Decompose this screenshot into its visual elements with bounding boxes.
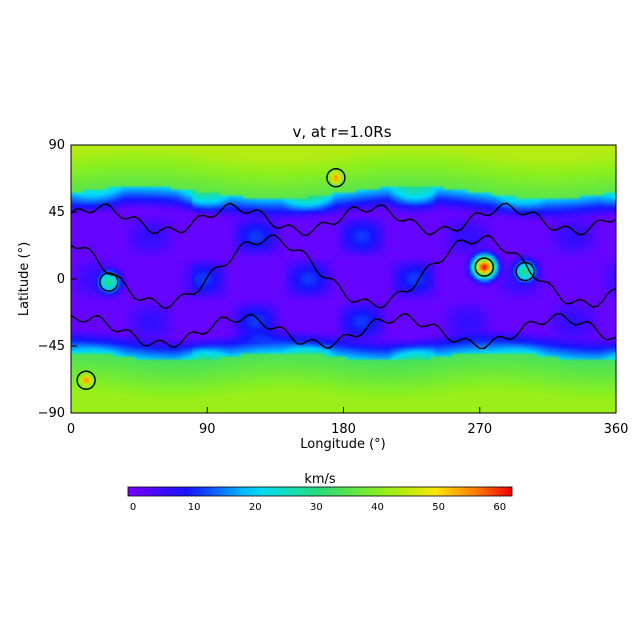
heatmap-image bbox=[71, 145, 616, 413]
y-tick-label: 45 bbox=[48, 205, 65, 220]
colorbar-tick-label: 20 bbox=[249, 502, 262, 513]
colorbar-label: km/s bbox=[304, 472, 336, 487]
contour-line bbox=[71, 202, 616, 237]
colorbar-tick-label: 60 bbox=[493, 502, 506, 513]
chart-title: v, at r=1.0Rs bbox=[292, 123, 391, 141]
x-tick-label: 270 bbox=[467, 422, 492, 437]
y-axis: 90 45 0 −45 −90 bbox=[38, 138, 77, 421]
contour-loop bbox=[99, 272, 119, 292]
contour-lines bbox=[71, 168, 616, 390]
colorbar-ticks: 0 10 20 30 40 50 60 bbox=[130, 502, 506, 513]
contour-loop bbox=[515, 261, 535, 282]
x-axis-label: Longitude (°) bbox=[300, 437, 385, 452]
x-axis: 0 90 180 270 360 bbox=[67, 407, 629, 437]
contour-loop bbox=[76, 370, 96, 390]
x-tick-label: 0 bbox=[67, 422, 75, 437]
contour-line bbox=[71, 312, 616, 350]
colorbar-tick-label: 40 bbox=[371, 502, 384, 513]
x-tick-label: 180 bbox=[331, 422, 356, 437]
colorbar-tick-label: 0 bbox=[130, 502, 136, 513]
y-tick-label: −45 bbox=[38, 339, 65, 354]
y-tick-label: 0 bbox=[57, 272, 65, 287]
colorbar-tick-label: 30 bbox=[310, 502, 323, 513]
x-tick-label: 90 bbox=[199, 422, 216, 437]
colorbar-tick-label: 50 bbox=[432, 502, 445, 513]
y-axis-label: Latitude (°) bbox=[17, 242, 32, 316]
colorbar-gradient bbox=[127, 486, 513, 497]
contour-loop bbox=[326, 168, 346, 188]
contour-loop bbox=[474, 257, 494, 277]
colorbar-tick-label: 10 bbox=[188, 502, 201, 513]
y-tick-label: 90 bbox=[48, 138, 65, 153]
y-tick-label: −90 bbox=[38, 406, 65, 421]
x-tick-label: 360 bbox=[604, 422, 629, 437]
colorbar: km/s 0 10 20 30 40 50 60 bbox=[127, 472, 513, 513]
plot-area bbox=[70, 144, 617, 414]
